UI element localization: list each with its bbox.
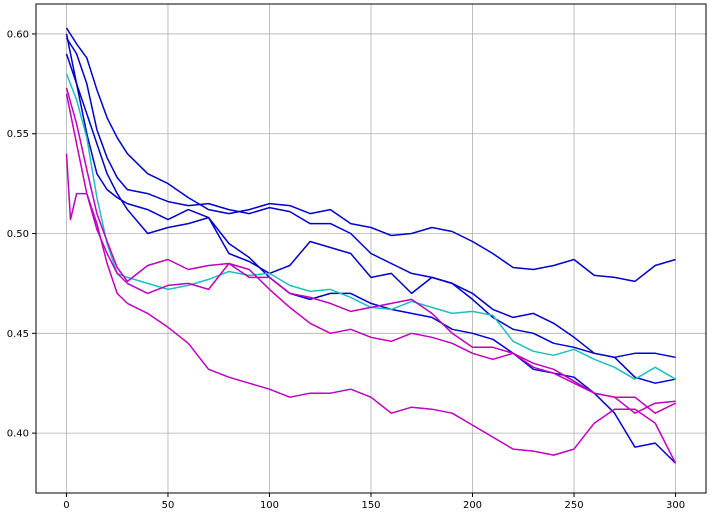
series-layer bbox=[65, 27, 677, 464]
series-line-magenta bbox=[65, 93, 676, 414]
y-tick-label: 0.45 bbox=[7, 329, 29, 340]
y-tick-label: 0.55 bbox=[7, 129, 29, 140]
grid-lines bbox=[36, 4, 706, 493]
series-line-blue bbox=[65, 27, 676, 283]
y-tick-label: 0.50 bbox=[7, 229, 29, 240]
x-tick-label: 100 bbox=[260, 500, 279, 511]
series-line-blue bbox=[65, 37, 676, 384]
x-tick-label: 50 bbox=[162, 500, 175, 511]
series-line-magenta bbox=[65, 153, 677, 464]
x-tick-label: 200 bbox=[463, 500, 482, 511]
x-tick-label: 0 bbox=[63, 500, 69, 511]
series-line-magenta bbox=[65, 87, 676, 414]
y-tick-label: 0.40 bbox=[7, 429, 29, 440]
tick-layer: 0 50 100 150 200 250 300 0.40 0.45 0.50 0.55 0.60 bbox=[7, 29, 685, 511]
x-tick-label: 250 bbox=[564, 500, 583, 511]
x-tick-label: 300 bbox=[666, 500, 685, 511]
x-tick-label: 150 bbox=[361, 500, 380, 511]
y-tick-label: 0.60 bbox=[7, 29, 29, 40]
